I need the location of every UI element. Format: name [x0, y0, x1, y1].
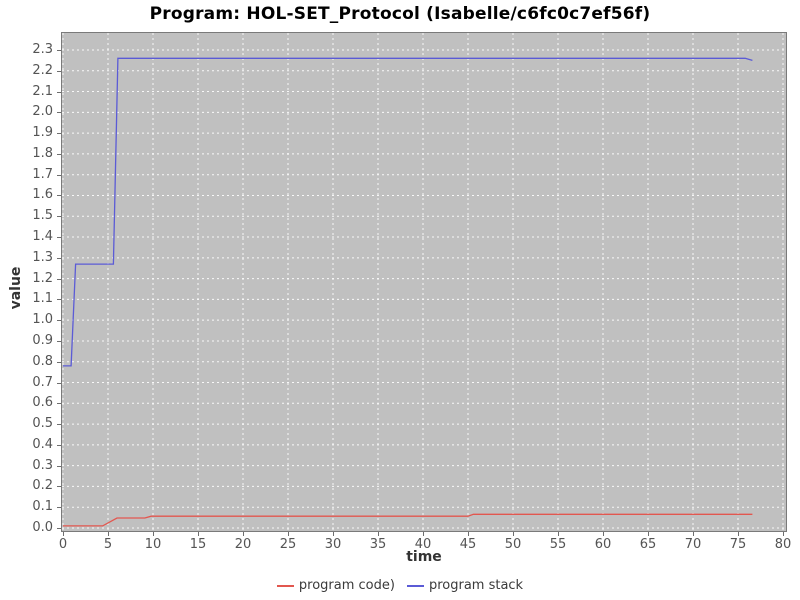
- y-tick-mark: [57, 112, 61, 114]
- chart-legend: program code) program stack: [0, 578, 800, 593]
- x-tick-label: 65: [639, 537, 657, 552]
- x-tick-label: 70: [684, 537, 702, 552]
- y-tick-label: 0.3: [32, 457, 53, 473]
- x-tick-mark: [63, 532, 64, 536]
- y-tick-mark: [57, 278, 61, 280]
- series-line-program-code: [63, 513, 753, 527]
- y-tick-mark: [57, 340, 61, 342]
- y-tick-label: 2.1: [32, 83, 53, 99]
- x-tick-label: 35: [369, 537, 387, 552]
- y-tick-mark: [57, 174, 61, 176]
- y-tick-label: 1.9: [32, 125, 53, 141]
- legend-label: program stack: [428, 578, 524, 593]
- x-tick-label: 55: [549, 537, 567, 552]
- y-tick-mark: [57, 70, 61, 72]
- x-tick-mark: [648, 532, 649, 536]
- y-axis-label: value: [8, 266, 24, 310]
- legend-line-swatch: [276, 584, 294, 587]
- y-tick-mark: [57, 49, 61, 51]
- x-tick-label: 40: [414, 537, 432, 552]
- y-tick-mark: [57, 424, 61, 426]
- y-tick-label: 1.5: [32, 208, 53, 224]
- y-tick-label: 0.0: [32, 520, 53, 535]
- y-tick-label: 2.0: [32, 104, 53, 120]
- y-tick-mark: [57, 91, 61, 93]
- y-tick-label: 0.1: [32, 499, 53, 515]
- y-tick-label: 1.1: [32, 291, 53, 307]
- x-tick-mark: [603, 532, 604, 536]
- y-tick-mark: [57, 465, 61, 467]
- x-tick-label: 75: [729, 537, 747, 552]
- y-tick-mark: [57, 361, 61, 363]
- x-tick-mark: [693, 532, 694, 536]
- x-tick-mark: [468, 532, 469, 536]
- x-tick-label: 80: [774, 537, 792, 552]
- x-tick-mark: [333, 532, 334, 536]
- y-tick-label: 0.5: [32, 416, 53, 432]
- y-tick-label: 2.3: [32, 41, 53, 57]
- chart-title: Program: HOL-SET_Protocol (Isabelle/c6fc…: [149, 4, 651, 24]
- x-tick-mark: [423, 532, 424, 536]
- y-tick-mark: [57, 403, 61, 405]
- y-tick-label: 0.2: [32, 478, 53, 494]
- y-tick-label: 0.6: [32, 395, 53, 411]
- y-tick-mark: [57, 237, 61, 239]
- y-tick-mark: [57, 216, 61, 218]
- y-tick-mark: [57, 486, 61, 488]
- plot-area: [61, 32, 787, 532]
- x-tick-label: 60: [594, 537, 612, 552]
- y-tick-mark: [57, 299, 61, 301]
- y-tick-label: 1.2: [32, 270, 53, 286]
- x-tick-mark: [738, 532, 739, 536]
- x-tick-label: 5: [103, 537, 113, 552]
- x-tick-label: 0: [58, 537, 68, 552]
- y-tick-mark: [57, 444, 61, 446]
- x-tick-mark: [513, 532, 514, 536]
- x-tick-mark: [378, 532, 379, 536]
- legend-line-swatch: [406, 584, 424, 587]
- x-tick-mark: [108, 532, 109, 536]
- x-tick-label: 45: [459, 537, 477, 552]
- y-tick-mark: [57, 195, 61, 197]
- x-tick-label: 50: [504, 537, 522, 552]
- y-tick-label: 2.2: [32, 62, 53, 78]
- x-tick-label: 20: [234, 537, 252, 552]
- y-tick-mark: [57, 528, 61, 529]
- y-tick-label: 1.4: [32, 229, 53, 245]
- y-tick-label: 1.6: [32, 187, 53, 203]
- y-tick-label: 0.9: [32, 332, 53, 348]
- plot-canvas: [62, 33, 786, 531]
- y-tick-mark: [57, 133, 61, 135]
- legend-item-program-stack: program stack: [406, 578, 524, 593]
- x-axis-label: time: [406, 549, 442, 565]
- series-line-program-stack: [63, 57, 753, 367]
- x-tick-label: 30: [324, 537, 342, 552]
- x-tick-label: 15: [189, 537, 207, 552]
- x-tick-mark: [288, 532, 289, 536]
- y-tick-label: 1.8: [32, 145, 53, 161]
- y-tick-label: 1.0: [32, 312, 53, 328]
- x-tick-mark: [243, 532, 244, 536]
- y-tick-mark: [57, 257, 61, 259]
- y-tick-label: 1.3: [32, 249, 53, 265]
- y-tick-mark: [57, 382, 61, 384]
- y-tick-label: 1.7: [32, 166, 53, 182]
- y-tick-label: 0.7: [32, 374, 53, 390]
- y-tick-mark: [57, 320, 61, 322]
- y-tick-mark: [57, 153, 61, 155]
- x-tick-mark: [153, 532, 154, 536]
- legend-item-program-code: program code): [276, 578, 395, 593]
- x-tick-mark: [558, 532, 559, 536]
- x-tick-mark: [783, 532, 784, 536]
- y-tick-label: 0.8: [32, 353, 53, 369]
- y-tick-mark: [57, 507, 61, 509]
- y-tick-label: 0.4: [32, 436, 53, 452]
- x-tick-label: 25: [279, 537, 297, 552]
- x-tick-label: 10: [144, 537, 162, 552]
- legend-label: program code): [298, 578, 395, 593]
- x-tick-mark: [198, 532, 199, 536]
